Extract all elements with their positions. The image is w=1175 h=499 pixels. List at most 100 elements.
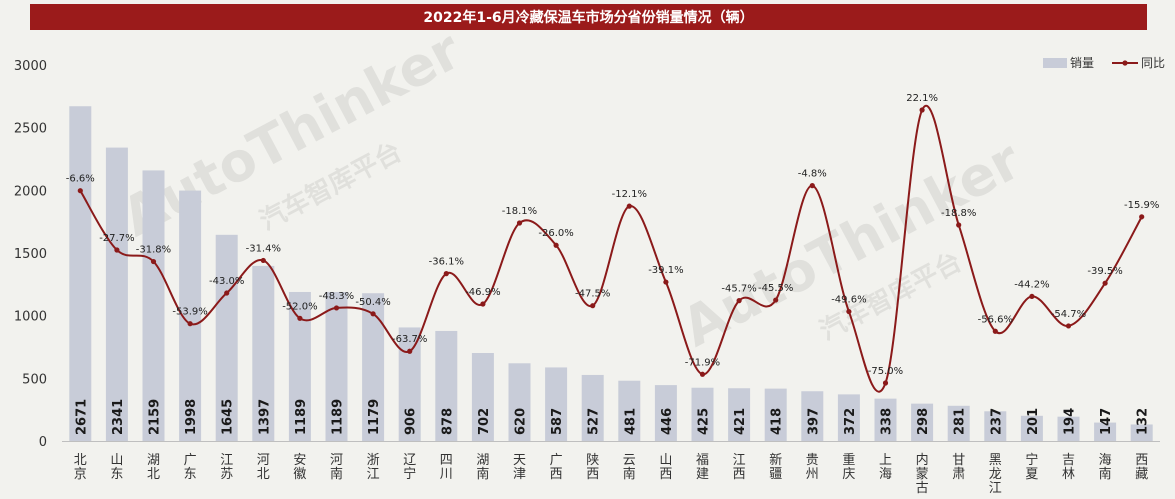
category-label-12: 天津 [513,453,526,482]
yoy-label-4: -43.0% [209,276,244,287]
yoy-label-2: -31.8% [136,245,171,256]
bar-value-label-3: 1998 [184,399,199,435]
category-label-8: 浙江 [367,453,380,482]
category-label-19: 新疆 [769,452,782,482]
bar-value-label-23: 298 [916,408,931,435]
bar-21 [837,394,860,441]
category-label-17: 福建 [696,453,709,482]
bar-value-label-9: 906 [404,408,419,435]
yoy-point-21 [846,308,852,315]
bar-value-label-18: 421 [733,408,748,435]
yoy-point-15 [626,203,632,209]
yoy-label-8: -50.4% [355,297,390,308]
bar-27 [1057,416,1080,441]
yoy-label-19: -45.5% [758,283,793,294]
yoy-point-12 [516,220,523,226]
yoy-label-5: -31.4% [246,243,281,254]
yoy-label-12: -18.1% [502,206,537,217]
x-axis-categories: 北京山东湖北广东江苏河北安徽河南浙江辽宁四川湖南天津广西陕西云南山西福建江西新疆… [74,452,1148,496]
yoy-label-17: -71.9% [685,357,720,368]
legend-bar-swatch [1043,58,1067,68]
bar-20 [801,391,824,441]
bar-value-label-24: 281 [953,408,968,435]
yoy-label-18: -45.7% [721,284,756,295]
bar-22 [874,398,897,441]
bar-29 [1130,424,1153,441]
bar-value-label-12: 620 [514,408,529,435]
yoy-point-20 [809,183,815,189]
yoy-label-27: -54.7% [1051,309,1086,320]
yoy-label-11: -46.9% [465,287,500,298]
yoy-label-1: -27.7% [99,233,134,244]
yoy-label-0: -6.6% [66,174,95,185]
yoy-label-25: -56.6% [978,314,1013,325]
bar-value-label-6: 1189 [294,399,309,435]
category-label-14: 陕西 [586,453,599,482]
bar-value-label-14: 527 [587,408,602,435]
yoy-point-23 [919,107,925,113]
bar-value-labels: 2671 2341 2159 1998 1645 1397 1189 1189 1179 906 8… [74,399,1150,435]
yoy-point-25 [992,328,998,334]
bar-value-label-29: 132 [1136,408,1151,435]
yoy-point-0 [77,188,83,194]
bar-10 [435,330,458,441]
bar-value-label-27: 194 [1063,408,1078,435]
yoy-label-22: -75.0% [868,366,903,377]
category-label-15: 云南 [623,453,636,482]
yoy-label-16: -39.1% [648,265,683,276]
yoy-point-2 [150,258,157,265]
bar-value-label-21: 372 [843,408,858,435]
legend-line-marker [1122,60,1128,66]
y-tick-label: 1000 [14,310,47,325]
yoy-point-5 [260,257,266,264]
bar-value-label-20: 397 [806,408,821,435]
yoy-point-6 [297,315,303,321]
yoy-point-13 [553,242,559,248]
category-label-7: 河南 [330,453,343,482]
yoy-point-16 [663,279,669,285]
yoy-label-28: -39.5% [1087,266,1122,277]
bar-24 [947,405,970,441]
bar-value-label-11: 702 [477,408,492,435]
bar-9 [398,327,421,441]
bar-2 [142,170,165,441]
yoy-label-9: -63.7% [392,334,427,345]
legend: 销量 同比 [1043,56,1165,70]
yoy-label-10: -36.1% [429,257,464,268]
yoy-point-22 [882,380,889,386]
category-label-0: 北京 [74,453,87,482]
yoy-point-3 [187,321,193,327]
bar-5 [252,265,275,441]
bar-3 [179,190,202,441]
bar-0 [69,106,92,441]
yoy-point-7 [333,305,340,311]
bar-value-label-10: 878 [440,408,455,435]
bar-17 [691,387,714,441]
bar-28 [1094,422,1117,441]
category-label-27: 吉林 [1062,453,1075,482]
yoy-point-9 [407,348,413,354]
bar-value-label-26: 201 [1026,408,1041,435]
category-label-24: 甘肃 [952,453,965,482]
bar-value-label-5: 1397 [257,399,272,435]
yoy-point-10 [443,271,449,277]
yoy-label-14: -47.5% [575,289,610,300]
yoy-label-26: -44.2% [1014,279,1049,290]
category-label-11: 湖南 [476,453,489,482]
yoy-point-19 [773,297,779,303]
category-label-29: 西藏 [1135,453,1148,482]
bar-value-label-28: 147 [1099,408,1114,435]
yoy-label-21: -49.6% [831,295,866,306]
bar-value-label-15: 481 [623,408,638,435]
bar-value-label-19: 418 [770,408,785,435]
yoy-point-17 [699,371,706,377]
y-tick-label: 2500 [14,122,47,137]
yoy-point-28 [1102,280,1108,286]
bar-8 [362,293,385,441]
bar-value-label-1: 2341 [111,399,126,435]
y-tick-label: 500 [22,372,47,387]
bar-value-label-13: 587 [550,408,565,435]
